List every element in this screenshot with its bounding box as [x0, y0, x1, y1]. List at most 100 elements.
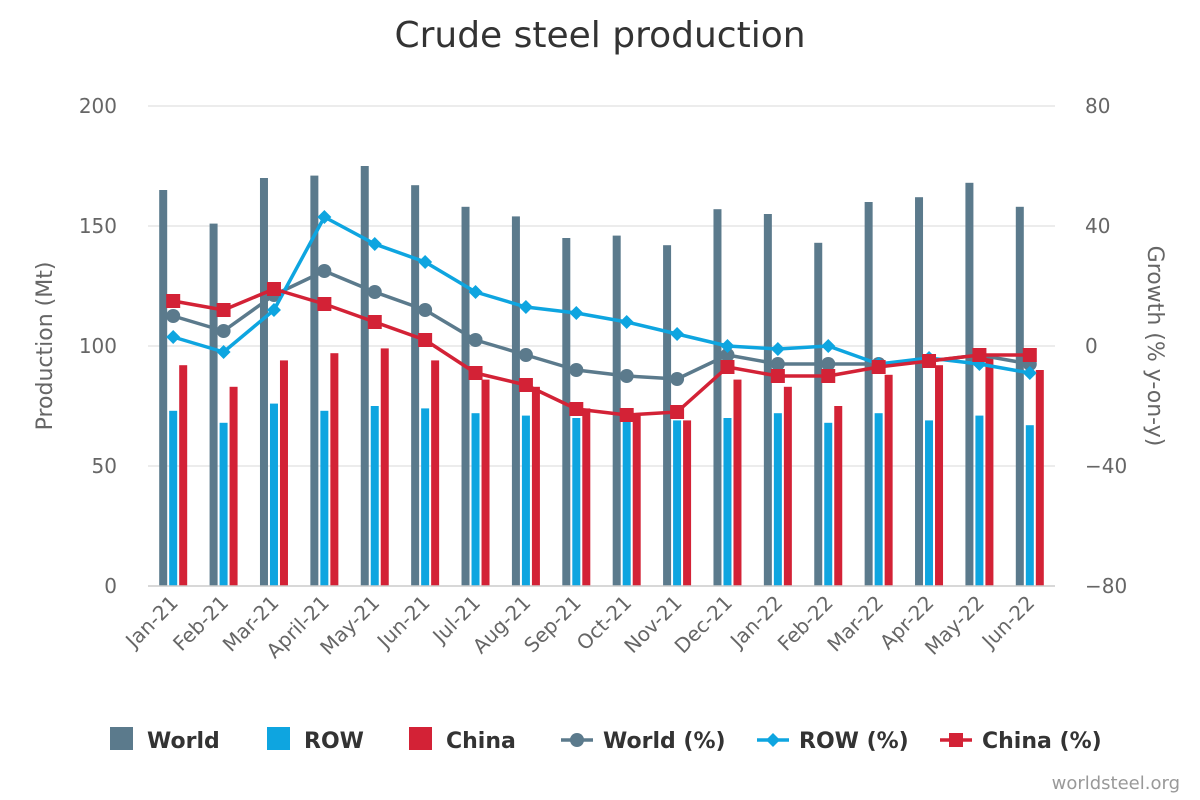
bar-row: [773, 413, 782, 586]
right-tick-label: 0: [1085, 334, 1098, 358]
point-china: [1022, 348, 1037, 362]
point-world: [619, 369, 634, 383]
point-world: [770, 357, 785, 371]
bar-row: [824, 422, 833, 586]
bar-row: [269, 403, 278, 586]
point-china: [166, 294, 181, 308]
bar-row: [572, 418, 581, 586]
growth-lines: [166, 210, 1037, 422]
point-china: [266, 282, 281, 296]
x-tick-label: Sep-21: [519, 591, 586, 658]
bar-world: [511, 216, 520, 586]
point-row: [317, 210, 332, 224]
right-axis-title: Growth (% y-on-y): [1142, 246, 1167, 447]
legend-marker-row: [766, 733, 780, 747]
left-tick-label: 150: [79, 214, 117, 238]
point-world: [166, 309, 181, 323]
point-row: [1022, 366, 1037, 380]
bar-china: [632, 415, 641, 586]
point-world: [670, 372, 685, 386]
bar-china: [481, 379, 490, 586]
point-china: [216, 303, 231, 317]
legend-swatch-row: [267, 727, 290, 750]
point-world: [367, 285, 382, 299]
legend-label-row: ROW: [304, 729, 364, 754]
bar-china: [229, 386, 238, 586]
left-tick-label: 0: [104, 574, 117, 598]
point-china: [569, 402, 584, 416]
right-axis-ticks: −80 −40 0 40 80: [1085, 94, 1127, 598]
bar-row: [1025, 425, 1034, 586]
bar-row: [320, 410, 329, 586]
bar-world: [411, 185, 420, 586]
gridlines: [148, 105, 1055, 467]
bar-world: [159, 190, 168, 586]
right-tick-label: −80: [1085, 574, 1127, 598]
bar-row: [622, 420, 631, 586]
point-china: [922, 354, 937, 368]
legend-label-world: World: [147, 729, 220, 754]
bar-row: [421, 408, 430, 586]
bar-row: [370, 406, 379, 586]
bar-row: [723, 418, 732, 586]
point-china: [418, 333, 433, 347]
legend-label-world: World (%): [603, 729, 726, 754]
point-china: [619, 408, 634, 422]
point-row: [569, 306, 584, 320]
legend-label-china: China: [446, 729, 516, 754]
bar-china: [1035, 370, 1044, 586]
point-row: [670, 327, 685, 341]
point-china: [317, 297, 332, 311]
bar-row: [169, 410, 178, 586]
chart-title: Crude steel production: [394, 15, 805, 56]
bar-world: [713, 209, 722, 586]
bar-world: [864, 202, 873, 586]
left-axis-title: Production (Mt): [33, 262, 58, 431]
point-row: [518, 300, 533, 314]
bar-world: [461, 206, 470, 587]
legend-label-row: ROW (%): [799, 729, 909, 754]
bar-row: [925, 420, 934, 586]
bar-china: [884, 374, 893, 586]
left-tick-label: 200: [79, 94, 117, 118]
bar-row: [219, 422, 228, 586]
point-row: [216, 345, 231, 359]
point-world: [468, 333, 483, 347]
point-china: [670, 405, 685, 419]
point-row: [166, 330, 181, 344]
legend-swatch-world: [110, 727, 133, 750]
bar-world: [663, 245, 672, 586]
right-tick-label: 40: [1085, 214, 1110, 238]
bar-china: [431, 360, 440, 586]
bar-world: [1015, 206, 1024, 587]
bar-china: [733, 379, 742, 586]
legend-swatch-china: [409, 727, 432, 750]
bar-china: [179, 365, 188, 586]
left-tick-label: 50: [92, 454, 117, 478]
bar-world: [915, 197, 924, 586]
bar-world: [360, 166, 369, 586]
legend-marker-world: [570, 733, 584, 747]
legend-marker-china: [949, 733, 963, 747]
point-row: [619, 315, 634, 329]
bar-china: [330, 353, 339, 586]
bar-china: [985, 355, 994, 586]
bar-china: [380, 348, 389, 586]
x-tick-label: Mar-22: [822, 591, 888, 657]
bar-row: [471, 413, 480, 586]
bar-china: [582, 408, 591, 586]
bar-china: [834, 406, 843, 586]
bar-china: [683, 420, 692, 586]
point-world: [216, 324, 231, 338]
point-world: [518, 348, 533, 362]
point-row: [266, 303, 281, 317]
left-axis-ticks: 0 50 100 150 200: [79, 94, 117, 598]
point-china: [871, 360, 886, 374]
point-china: [468, 366, 483, 380]
bar-world: [763, 214, 772, 586]
point-world: [569, 363, 584, 377]
bar-row: [975, 415, 984, 586]
bar-world: [814, 242, 823, 587]
line-row: [172, 215, 1031, 375]
point-row: [468, 285, 483, 299]
